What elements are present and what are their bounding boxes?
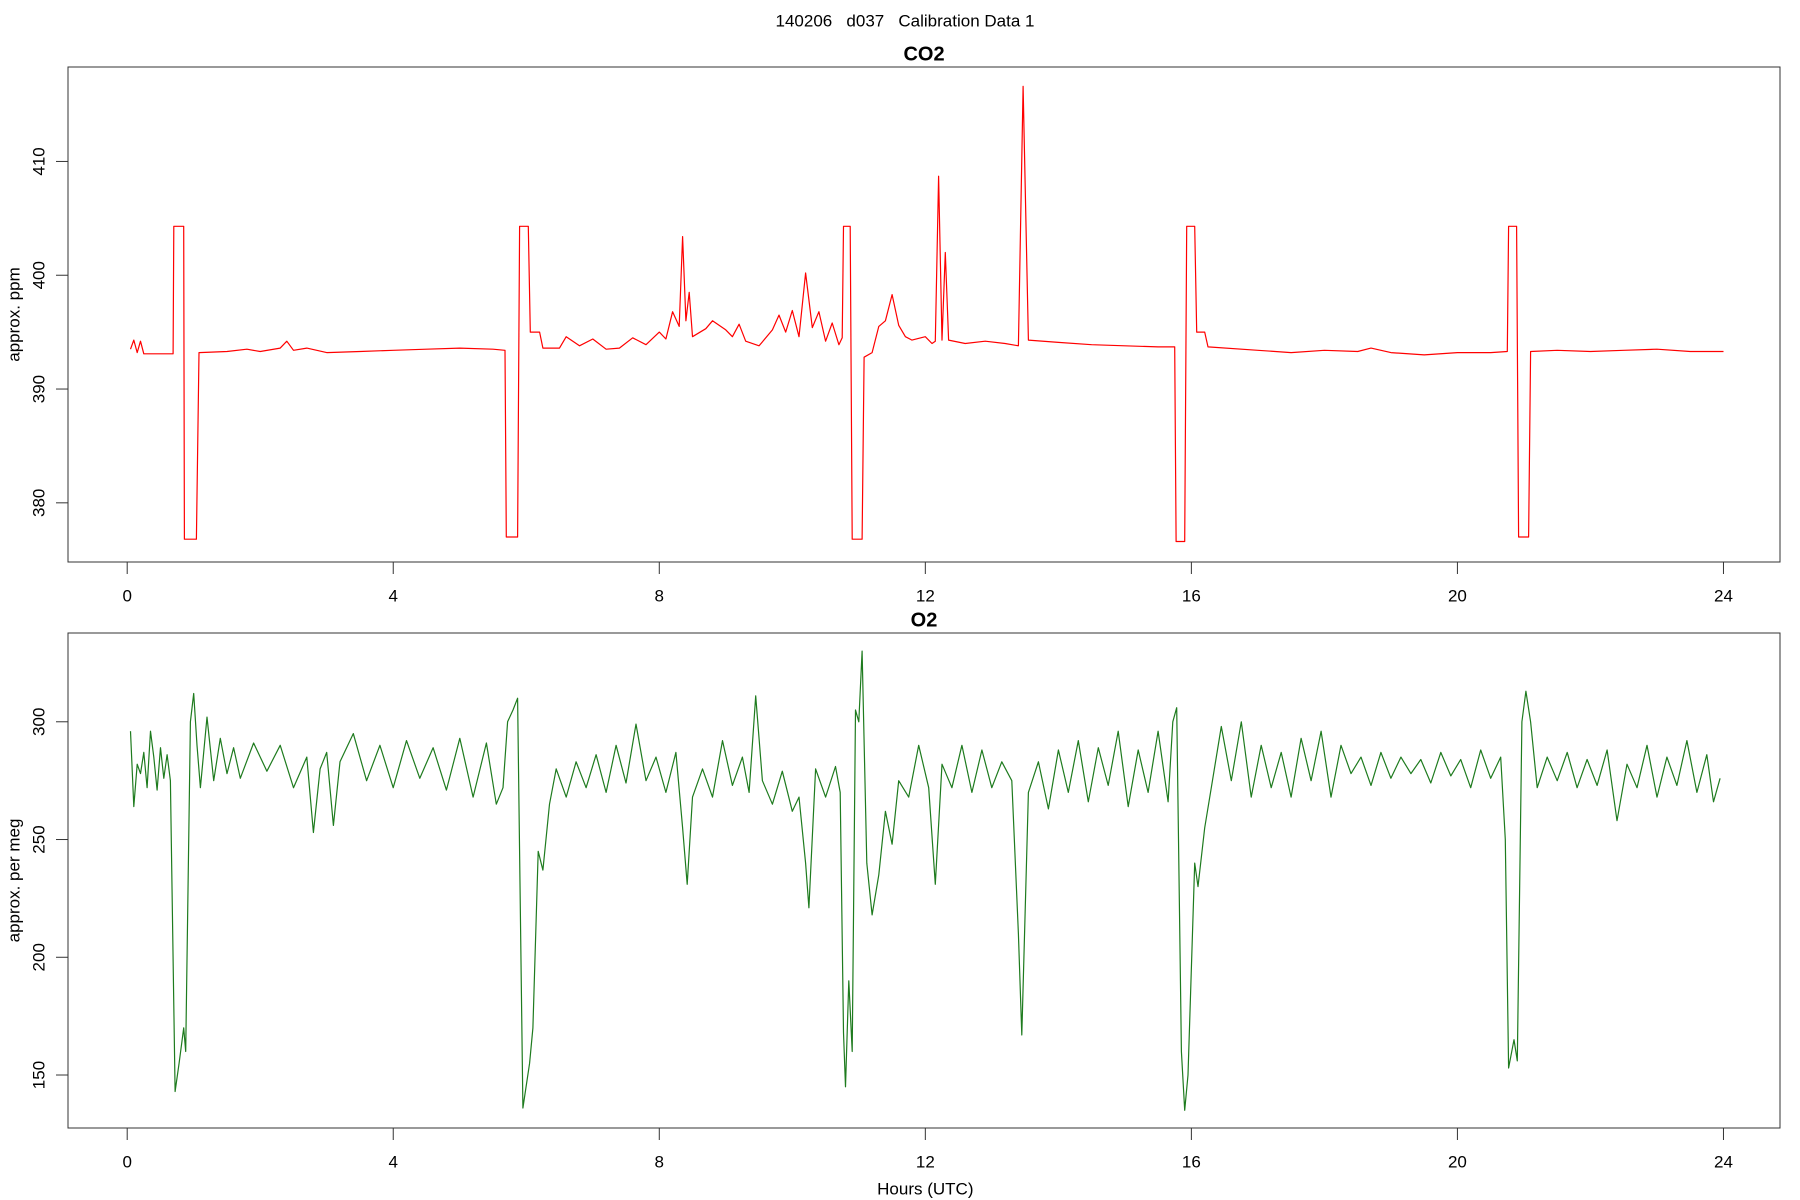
x-tick-label: 0 <box>122 586 131 605</box>
figure-title: 140206 d037 Calibration Data 1 <box>776 11 1035 30</box>
x-tick-label: 8 <box>655 586 664 605</box>
x-tick-label: 20 <box>1448 1152 1467 1171</box>
y-tick-label: 150 <box>29 1061 48 1089</box>
x-axis-label: Hours (UTC) <box>877 1179 973 1198</box>
x-tick-label: 8 <box>655 1152 664 1171</box>
x-tick-label: 16 <box>1182 1152 1201 1171</box>
x-tick-label: 12 <box>916 1152 935 1171</box>
y-tick-label: 390 <box>29 375 48 403</box>
data-line <box>129 650 1721 1111</box>
chart-title: CO2 <box>903 43 944 65</box>
chart-title: O2 <box>911 609 938 631</box>
y-axis-label: approx. per meg <box>4 819 23 943</box>
y-axis-label: approx. ppm <box>4 267 23 362</box>
x-tick-label: 20 <box>1448 586 1467 605</box>
x-tick-label: 0 <box>122 1152 131 1171</box>
x-tick-label: 24 <box>1714 1152 1733 1171</box>
y-tick-label: 300 <box>29 708 48 736</box>
plot-frame <box>67 66 1781 563</box>
y-tick-label: 380 <box>29 489 48 517</box>
y-tick-label: 400 <box>29 261 48 289</box>
x-tick-label: 24 <box>1714 586 1733 605</box>
x-tick-label: 16 <box>1182 586 1201 605</box>
y-tick-label: 410 <box>29 147 48 175</box>
y-tick-label: 250 <box>29 825 48 853</box>
x-tick-label: 4 <box>389 586 398 605</box>
x-tick-label: 4 <box>389 1152 398 1171</box>
data-line <box>129 85 1724 543</box>
x-tick-label: 12 <box>916 586 935 605</box>
y-tick-label: 200 <box>29 943 48 971</box>
